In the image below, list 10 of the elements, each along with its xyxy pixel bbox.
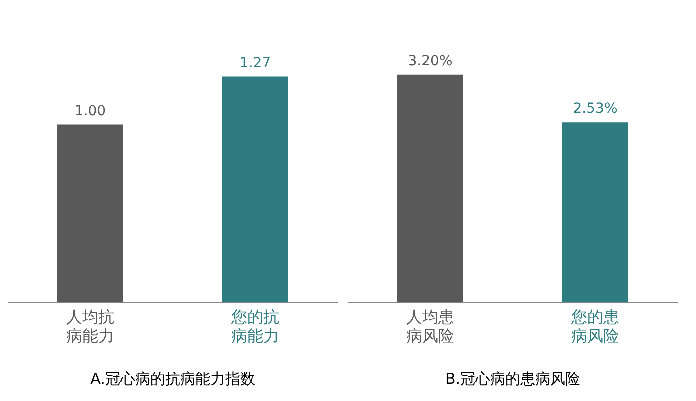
x-tick-label: 人均患病风险 bbox=[406, 307, 454, 346]
data-label: 1.00 bbox=[74, 103, 106, 120]
x-tick-label: 您的抗病能力 bbox=[230, 307, 280, 346]
x-tick-label: 人均抗病能力 bbox=[66, 307, 114, 346]
text: B.冠心病的患病风险 bbox=[445, 370, 581, 388]
data-label: 2.53% bbox=[573, 101, 618, 118]
data-label: 3.20% bbox=[408, 54, 453, 70]
data-label: 1.27 bbox=[240, 55, 272, 72]
text: A.冠心病的抗病能力指数 bbox=[90, 370, 256, 388]
x-tick-label: 您的患病风险 bbox=[570, 307, 620, 346]
